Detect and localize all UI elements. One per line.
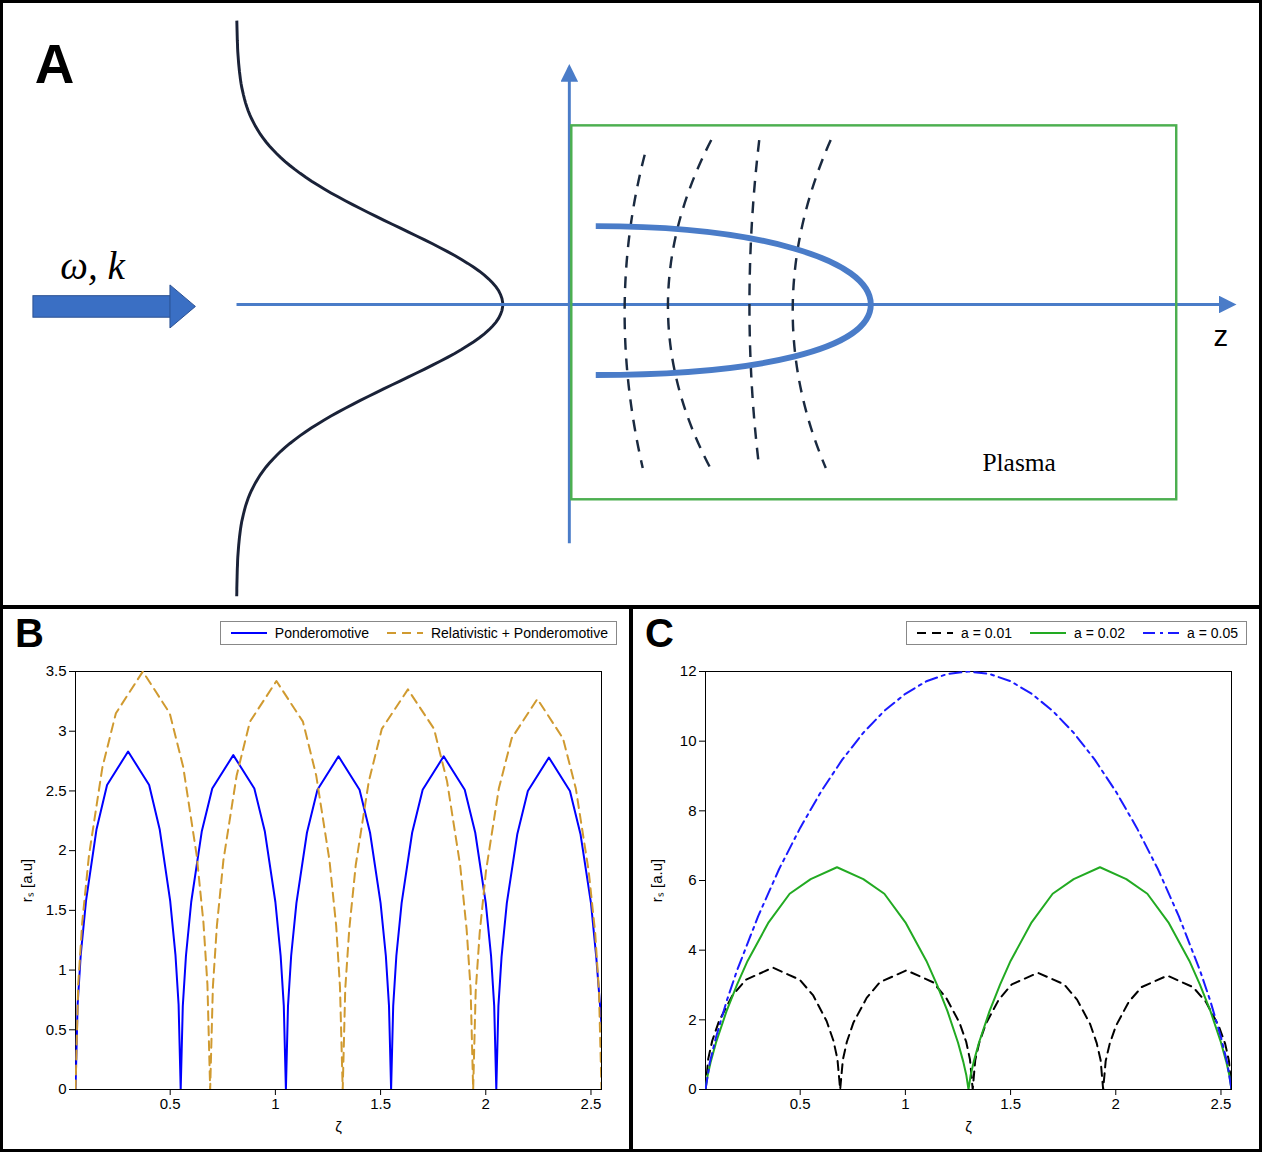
svg-text:0: 0 <box>58 1080 66 1097</box>
svg-text:3: 3 <box>58 722 66 739</box>
html-text:B: B <box>15 610 44 655</box>
svg-text:ω, k⃗: ω, k⃗ <box>60 244 155 287</box>
svg-text:A: A <box>35 33 75 95</box>
html-text:a = 0.02: a = 0.02 <box>1074 625 1125 641</box>
svg-text:4: 4 <box>688 941 696 958</box>
svg-text:rₛ [a.u]: rₛ [a.u] <box>18 859 35 902</box>
svg-text:ζ: ζ <box>965 1118 972 1135</box>
svg-text:6: 6 <box>688 871 696 888</box>
html-text:C: C <box>645 610 674 655</box>
html-text:Ponderomotive: Ponderomotive <box>274 625 369 641</box>
svg-text:2.5: 2.5 <box>581 1095 602 1112</box>
svg-text:2.5: 2.5 <box>1211 1095 1232 1112</box>
svg-text:1: 1 <box>271 1095 279 1112</box>
svg-text:z: z <box>1213 319 1228 352</box>
svg-text:2: 2 <box>1112 1095 1120 1112</box>
svg-text:12: 12 <box>680 662 697 679</box>
svg-text:2: 2 <box>482 1095 490 1112</box>
svg-text:1: 1 <box>58 961 66 978</box>
svg-text:2.5: 2.5 <box>46 782 67 799</box>
svg-text:8: 8 <box>688 802 696 819</box>
svg-text:1.5: 1.5 <box>46 901 67 918</box>
svg-text:1: 1 <box>901 1095 909 1112</box>
svg-text:ζ: ζ <box>335 1118 342 1135</box>
svg-text:2: 2 <box>58 841 66 858</box>
svg-text:2: 2 <box>688 1011 696 1028</box>
svg-text:Plasma: Plasma <box>982 448 1055 477</box>
svg-text:0.5: 0.5 <box>46 1021 67 1038</box>
html-text:a = 0.01: a = 0.01 <box>961 625 1012 641</box>
svg-text:rₛ [a.u]: rₛ [a.u] <box>648 859 665 902</box>
svg-text:1.5: 1.5 <box>1000 1095 1021 1112</box>
svg-text:10: 10 <box>680 732 697 749</box>
svg-text:3.5: 3.5 <box>46 662 67 679</box>
svg-text:0: 0 <box>688 1080 696 1097</box>
html-text:a = 0.05: a = 0.05 <box>1187 625 1238 641</box>
svg-text:0.5: 0.5 <box>160 1095 181 1112</box>
html-text:Relativistic + Ponderomotive: Relativistic + Ponderomotive <box>431 625 608 641</box>
svg-text:1.5: 1.5 <box>370 1095 391 1112</box>
svg-text:0.5: 0.5 <box>790 1095 811 1112</box>
